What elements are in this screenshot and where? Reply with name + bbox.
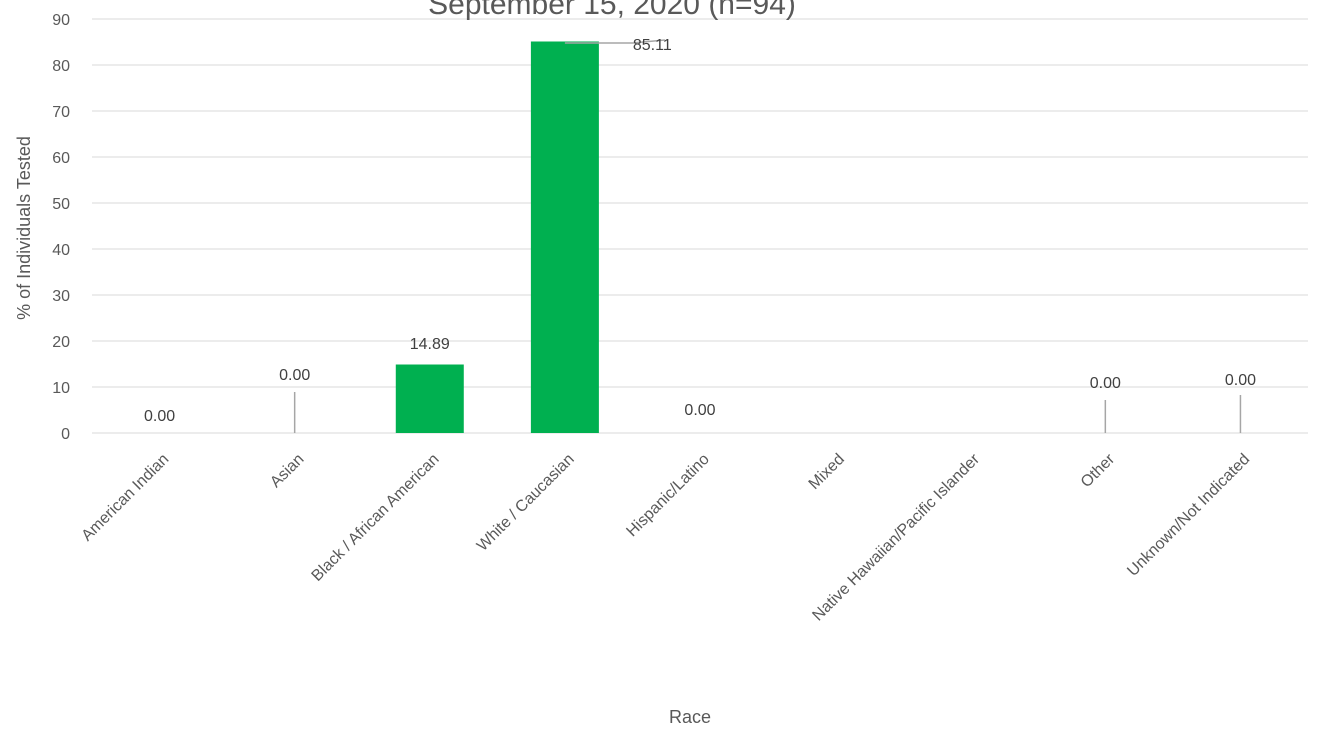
data-labels: 0.00 0.00 14.89 85.11 0.00 0.00 0.00 [144,37,1256,425]
data-label: 0.00 [279,367,310,384]
x-category-label: Mixed [806,451,848,493]
x-axis-title: Race [669,707,711,727]
y-tick-label: 80 [52,58,70,75]
y-tick-label: 10 [52,380,70,397]
y-tick-label: 0 [61,426,70,443]
leader-line [564,39,665,44]
x-category-label: Hispanic/Latino [623,451,712,540]
data-label: 0.00 [1225,372,1256,389]
gridlines [92,18,1308,434]
x-category-label: Native Hawaiian/Pacific Islander [809,450,983,624]
x-category-label: Unknown/Not Indicated [1124,451,1253,580]
bar [395,364,464,433]
bars [395,41,599,434]
bar [530,41,599,434]
y-axis-title: % of Individuals Tested [14,136,34,320]
y-tick-label: 20 [52,334,70,351]
x-category-label: White / Caucasian [474,451,578,555]
y-tick-label: 40 [52,242,70,259]
data-label: 85.11 [633,37,672,54]
y-tick-label: 50 [52,196,70,213]
y-tick-label: 60 [52,150,70,167]
data-label-leaders [293,39,1242,433]
y-tick-labels: 0 10 20 30 40 50 60 70 80 90 [52,12,70,443]
y-tick-label: 70 [52,104,70,121]
x-category-label: Other [1078,450,1119,491]
y-tick-label: 30 [52,288,70,305]
data-label: 14.89 [410,336,450,353]
data-label: 0.00 [684,402,715,419]
x-category-label: American Indian [79,451,173,545]
data-label: 0.00 [144,408,175,425]
y-tick-label: 90 [52,12,70,29]
chart-title: September 15, 2020 (n=94) [428,0,796,21]
x-category-label: Black / African American [309,451,443,585]
data-label: 0.00 [1090,375,1121,392]
x-category-labels: American Indian Asian Black / African Amer… [79,450,1254,624]
x-category-label: Asian [267,451,307,491]
